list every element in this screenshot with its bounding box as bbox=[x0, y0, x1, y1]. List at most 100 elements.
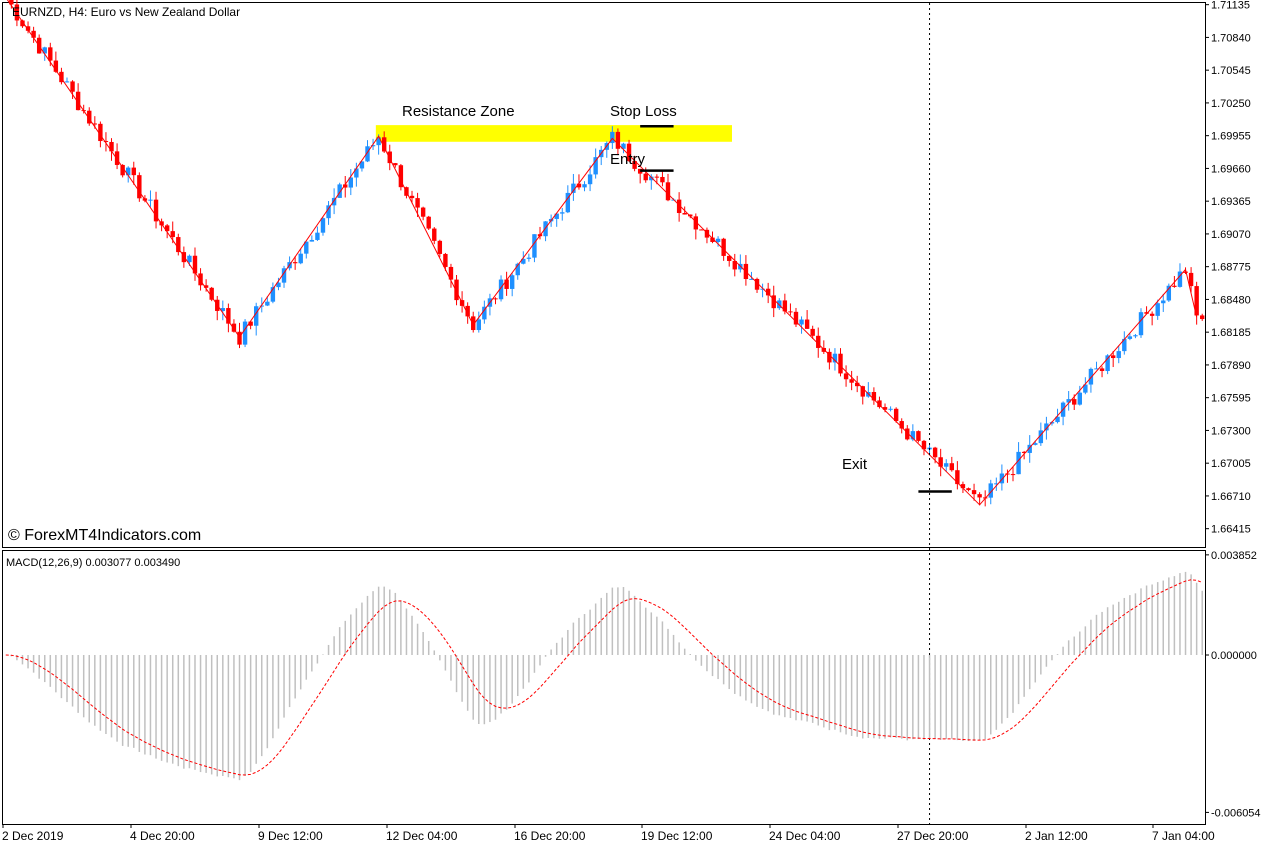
candle bbox=[971, 483, 977, 501]
trade-levels-layer bbox=[640, 3, 952, 824]
candle bbox=[376, 134, 381, 155]
candle bbox=[593, 148, 598, 179]
candle bbox=[381, 131, 387, 153]
candle bbox=[1133, 334, 1138, 339]
candle bbox=[304, 241, 309, 259]
candle bbox=[949, 456, 955, 472]
resistance-zone-layer bbox=[375, 125, 732, 142]
candle bbox=[676, 192, 682, 222]
candle bbox=[843, 365, 849, 387]
candle bbox=[994, 477, 999, 491]
candle bbox=[1066, 391, 1071, 411]
candle bbox=[804, 310, 810, 329]
candle bbox=[59, 67, 64, 85]
candle bbox=[103, 132, 109, 152]
price-tick-label: 1.67890 bbox=[1211, 360, 1251, 372]
candle bbox=[665, 173, 671, 202]
watermark: © ForexMT4Indicators.com bbox=[8, 527, 201, 544]
price-tick-label: 1.67595 bbox=[1211, 393, 1251, 405]
candle bbox=[732, 253, 737, 277]
chart-title: EURNZD, H4: Euro vs New Zealand Dollar bbox=[12, 5, 240, 19]
time-tick-label: 4 Dec 20:00 bbox=[130, 829, 195, 843]
candle bbox=[727, 255, 732, 267]
candle bbox=[1161, 293, 1166, 312]
candle bbox=[1105, 354, 1110, 375]
candle bbox=[137, 172, 142, 202]
candle bbox=[109, 138, 114, 161]
candle bbox=[1110, 351, 1116, 368]
candle bbox=[443, 252, 448, 272]
candle bbox=[1083, 377, 1088, 395]
candle bbox=[693, 213, 699, 240]
candle bbox=[114, 143, 120, 170]
candle bbox=[53, 51, 59, 73]
candle bbox=[192, 247, 198, 281]
candle bbox=[270, 282, 276, 304]
candle bbox=[1094, 361, 1099, 370]
candle bbox=[164, 224, 170, 239]
entry-label: Entry bbox=[610, 151, 646, 168]
candle bbox=[916, 430, 921, 443]
candle bbox=[509, 273, 515, 297]
candle bbox=[126, 166, 131, 183]
candle bbox=[944, 459, 949, 472]
candle bbox=[626, 139, 632, 162]
candle bbox=[1116, 345, 1121, 364]
candle bbox=[248, 321, 253, 330]
candle bbox=[153, 191, 159, 229]
candle bbox=[1149, 311, 1155, 326]
candle bbox=[87, 107, 92, 126]
price-tick-label: 1.66710 bbox=[1211, 491, 1251, 503]
time-tick-label: 24 Dec 04:00 bbox=[769, 829, 841, 843]
candle bbox=[70, 80, 75, 99]
candle bbox=[571, 173, 576, 201]
candle bbox=[832, 348, 838, 371]
candle bbox=[226, 303, 231, 333]
candle bbox=[754, 277, 760, 293]
candle bbox=[1077, 385, 1082, 406]
candle bbox=[621, 142, 626, 154]
candle bbox=[337, 182, 342, 198]
time-tick-label: 2 Jan 12:00 bbox=[1025, 829, 1088, 843]
time-tick-label: 2 Dec 2019 bbox=[2, 829, 64, 843]
resistance-zone-label: Resistance Zone bbox=[402, 103, 515, 120]
candle bbox=[315, 226, 320, 241]
candle bbox=[209, 286, 214, 302]
candle bbox=[977, 492, 982, 506]
time-tick-label: 16 Dec 20:00 bbox=[514, 829, 586, 843]
candle bbox=[877, 396, 882, 409]
candle bbox=[131, 161, 136, 185]
candle bbox=[576, 174, 582, 190]
candle bbox=[699, 229, 704, 231]
candle bbox=[565, 185, 571, 214]
candle bbox=[504, 271, 509, 296]
candle bbox=[326, 201, 331, 225]
candle bbox=[771, 285, 776, 318]
time-tick-label: 27 Dec 20:00 bbox=[897, 829, 969, 843]
candle bbox=[1005, 469, 1010, 483]
candle bbox=[632, 155, 637, 172]
candle bbox=[610, 126, 615, 149]
candle bbox=[426, 215, 431, 230]
candle bbox=[1188, 267, 1194, 293]
candle bbox=[854, 375, 860, 393]
candle bbox=[816, 327, 821, 358]
price-tick-label: 1.69955 bbox=[1211, 131, 1251, 143]
price-tick-label: 1.68775 bbox=[1211, 262, 1251, 274]
candle bbox=[893, 407, 899, 423]
exit-label: Exit bbox=[842, 456, 868, 473]
candle bbox=[14, 0, 20, 27]
candle bbox=[281, 265, 287, 288]
candle bbox=[1155, 299, 1160, 320]
candle bbox=[587, 165, 593, 192]
candle bbox=[526, 253, 532, 262]
time-tick-label: 7 Jan 04:00 bbox=[1152, 829, 1215, 843]
candle bbox=[1166, 283, 1172, 302]
candle bbox=[242, 319, 248, 348]
resistance-zone bbox=[375, 125, 732, 142]
candle bbox=[1138, 308, 1144, 338]
candle bbox=[921, 439, 927, 456]
price-tick-label: 1.70840 bbox=[1211, 32, 1251, 44]
price-tick-label: 1.68185 bbox=[1211, 327, 1251, 339]
